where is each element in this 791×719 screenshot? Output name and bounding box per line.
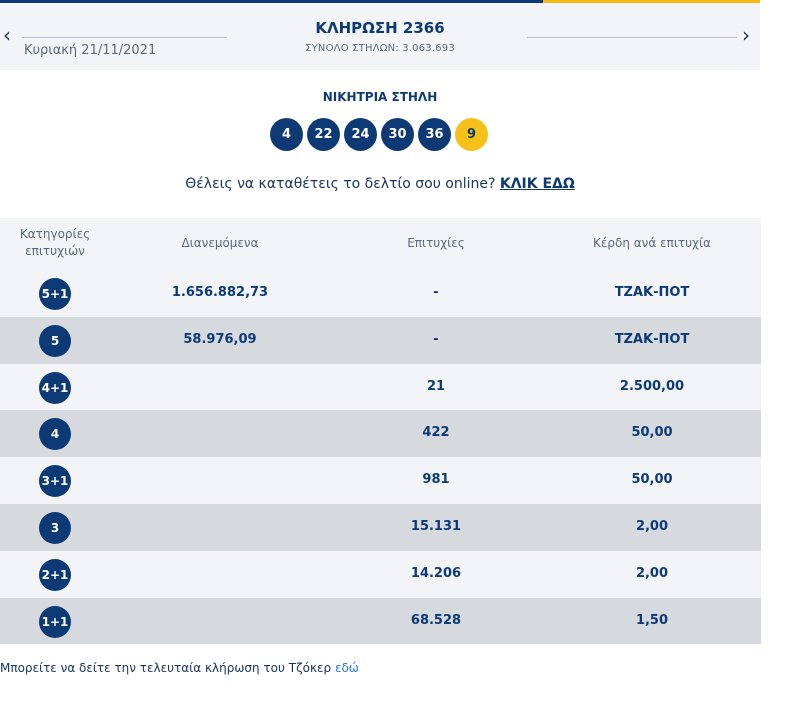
winners-value: 15.131 — [410, 518, 462, 534]
draw-header: ‹ Κυριακή 21/11/2021 ΚΛΗΡΩΣΗ 2366 ΣΥΝΟΛΟ… — [0, 3, 760, 70]
footer-text: Μπορείτε να δείτε την τελευταία κλήρωση … — [0, 661, 335, 675]
distributed-value: 1.656.882,73 — [171, 285, 269, 300]
number-ball: 4 — [270, 118, 303, 151]
category-badge: 1+1 — [39, 605, 71, 638]
header-categories-line2: επιτυχιών — [25, 244, 85, 258]
joker-ball: 9 — [455, 118, 488, 151]
table-row: 4 422 50,00 — [0, 410, 761, 458]
number-ball: 22 — [307, 118, 340, 151]
header-divider-left — [22, 37, 227, 38]
prize-value: 1,50 — [635, 612, 669, 628]
prize-value: 50,00 — [631, 472, 673, 488]
category-badge: 3+1 — [39, 465, 71, 498]
winners-value: 981 — [422, 472, 450, 488]
category-badge: 4+1 — [39, 371, 71, 404]
prize-value: ΤΖΑΚ-ΠΟΤ — [614, 285, 690, 300]
winners-value: 14.206 — [410, 565, 462, 581]
number-ball: 30 — [381, 118, 414, 151]
prize-value: 2,00 — [635, 518, 669, 534]
header-categories-line1: Κατηγορίες — [19, 227, 91, 241]
table-header: Κατηγορίες επιτυχιών Διανεμόμενα Επιτυχί… — [0, 218, 761, 270]
category-badge: 5+1 — [39, 278, 71, 310]
winners-value: 422 — [422, 425, 450, 441]
table-row: 5+1 1.656.882,73 - ΤΖΑΚ-ΠΟΤ — [0, 270, 761, 317]
prize-value: 2.500,00 — [619, 378, 685, 394]
joker-footer-note: Μπορείτε να δείτε την τελευταία κλήρωση … — [0, 661, 359, 675]
click-here-link[interactable]: ΚΛΙΚ ΕΔΩ — [499, 176, 575, 192]
winning-numbers: 4 22 24 30 36 9 — [270, 118, 488, 151]
draw-date: Κυριακή 21/11/2021 — [24, 43, 157, 58]
top-bar — [0, 0, 760, 3]
number-ball: 36 — [418, 118, 451, 151]
header-distributed: Διανεμόμενα — [181, 236, 259, 250]
table-row: 2+1 14.206 2,00 — [0, 550, 761, 598]
online-prompt: Θέλεις να καταθέτεις το δελτίο σου onlin… — [0, 176, 760, 192]
total-columns: ΣΥΝΟΛΟ ΣΤΗΛΩΝ: 3.063.693 — [305, 43, 455, 54]
number-ball: 24 — [344, 118, 377, 151]
header-prize: Κέρδη ανά επιτυχία — [593, 236, 711, 250]
winners-value: 21 — [426, 378, 446, 394]
prize-value: ΤΖΑΚ-ΠΟΤ — [614, 331, 690, 347]
distributed-value: 58.976,09 — [183, 331, 257, 347]
header-divider-right — [527, 37, 737, 38]
winners-value: - — [433, 331, 439, 347]
prize-table: Κατηγορίες επιτυχιών Διανεμόμενα Επιτυχί… — [0, 218, 761, 645]
header-categories: Κατηγορίες επιτυχιών — [0, 226, 110, 260]
category-badge: 5 — [39, 324, 71, 357]
top-bar-accent — [543, 0, 760, 3]
table-row: 5 58.976,09 - ΤΖΑΚ-ΠΟΤ — [0, 316, 761, 364]
prize-value: 2,00 — [635, 565, 669, 581]
footer-link[interactable]: εδώ — [334, 661, 359, 675]
online-prompt-text: Θέλεις να καταθέτεις το δελτίο σου onlin… — [185, 176, 500, 192]
draw-title: ΚΛΗΡΩΣΗ 2366 — [315, 19, 445, 37]
category-badge: 3 — [39, 511, 71, 544]
winners-value: 68.528 — [410, 612, 462, 628]
category-badge: 4 — [39, 418, 71, 451]
category-badge: 2+1 — [39, 558, 71, 591]
chevron-right-icon[interactable]: › — [742, 23, 750, 47]
chevron-left-icon[interactable]: ‹ — [3, 23, 11, 47]
winning-column-label: ΝΙΚΗΤΡΙΑ ΣΤΗΛΗ — [322, 90, 438, 104]
prize-value: 50,00 — [631, 425, 673, 441]
winners-value: - — [433, 285, 439, 300]
table-row: 4+1 21 2.500,00 — [0, 363, 761, 411]
table-row: 3+1 981 50,00 — [0, 457, 761, 504]
table-row: 1+1 68.528 1,50 — [0, 597, 761, 645]
table-row: 3 15.131 2,00 — [0, 503, 761, 551]
header-winners: Επιτυχίες — [407, 236, 465, 250]
